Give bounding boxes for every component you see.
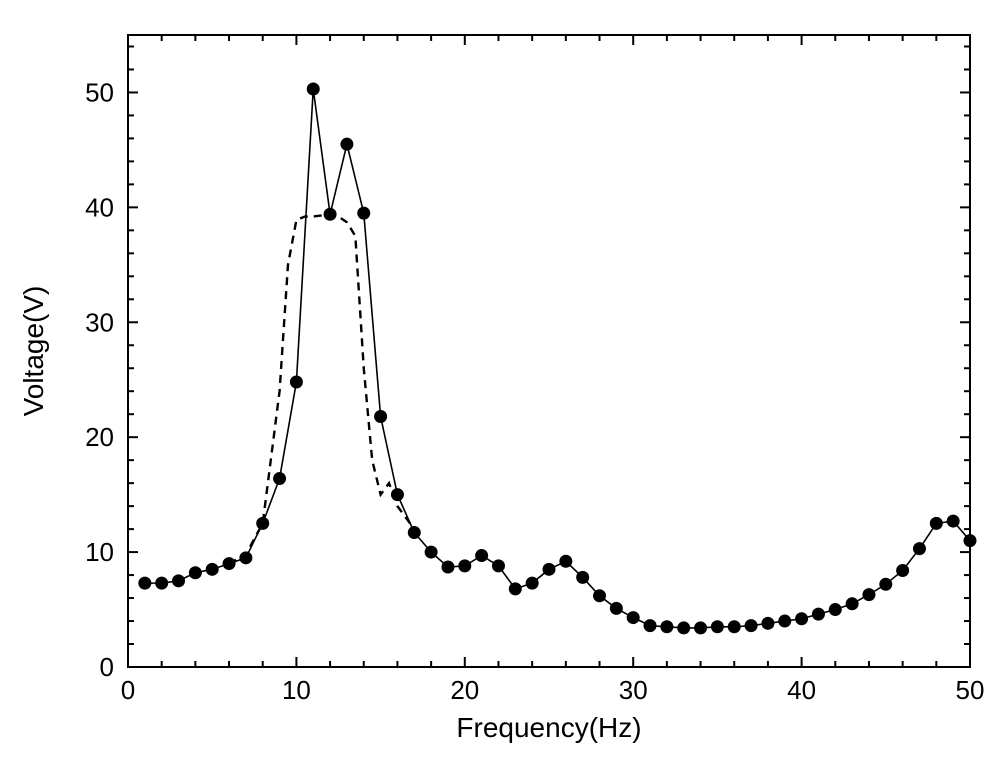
data-marker	[627, 611, 640, 624]
data-marker	[812, 608, 825, 621]
data-marker	[930, 517, 943, 530]
y-tick-label: 0	[100, 652, 114, 682]
data-marker	[475, 549, 488, 562]
y-tick-label: 50	[85, 77, 114, 107]
data-marker	[896, 564, 909, 577]
x-axis-label: Frequency(Hz)	[456, 712, 641, 743]
data-marker	[879, 578, 892, 591]
data-marker	[829, 603, 842, 616]
data-marker	[660, 620, 673, 633]
x-tick-label: 10	[282, 675, 311, 705]
data-marker	[745, 619, 758, 632]
data-marker	[694, 621, 707, 634]
data-marker	[543, 563, 556, 576]
data-marker	[357, 207, 370, 220]
data-marker	[509, 582, 522, 595]
y-tick-label: 10	[85, 537, 114, 567]
data-marker	[947, 515, 960, 528]
data-marker	[441, 561, 454, 574]
data-marker	[913, 542, 926, 555]
data-marker	[138, 577, 151, 590]
data-marker	[189, 566, 202, 579]
y-axis-label: Voltage(V)	[18, 286, 49, 417]
data-marker	[206, 563, 219, 576]
y-tick-label: 40	[85, 192, 114, 222]
y-tick-label: 20	[85, 422, 114, 452]
data-marker	[155, 577, 168, 590]
x-tick-label: 0	[121, 675, 135, 705]
data-marker	[374, 410, 387, 423]
data-marker	[795, 612, 808, 625]
data-marker	[559, 555, 572, 568]
data-marker	[576, 571, 589, 584]
data-marker	[677, 621, 690, 634]
data-marker	[761, 617, 774, 630]
data-marker	[290, 376, 303, 389]
data-marker	[526, 577, 539, 590]
voltage-frequency-chart: 0 10 20 30 40 50 0 10 20 30 40 50 Frequency(Hz) Volta…	[0, 0, 1000, 767]
data-marker	[340, 138, 353, 151]
data-marker	[492, 559, 505, 572]
data-marker	[964, 534, 977, 547]
x-tick-label: 20	[450, 675, 479, 705]
data-marker	[172, 574, 185, 587]
x-tick-label: 30	[619, 675, 648, 705]
data-marker	[778, 615, 791, 628]
data-marker	[610, 602, 623, 615]
data-marker	[593, 589, 606, 602]
data-marker	[644, 619, 657, 632]
data-marker	[273, 472, 286, 485]
data-marker	[425, 546, 438, 559]
x-tick-label: 40	[787, 675, 816, 705]
data-marker	[458, 559, 471, 572]
y-tick-label: 30	[85, 307, 114, 337]
x-tick-label: 50	[956, 675, 985, 705]
data-marker	[846, 597, 859, 610]
chart-svg: 0 10 20 30 40 50 0 10 20 30 40 50 Frequency(Hz) Volta…	[0, 0, 1000, 767]
data-marker	[728, 620, 741, 633]
data-marker	[711, 620, 724, 633]
data-marker	[862, 588, 875, 601]
data-marker	[307, 83, 320, 96]
